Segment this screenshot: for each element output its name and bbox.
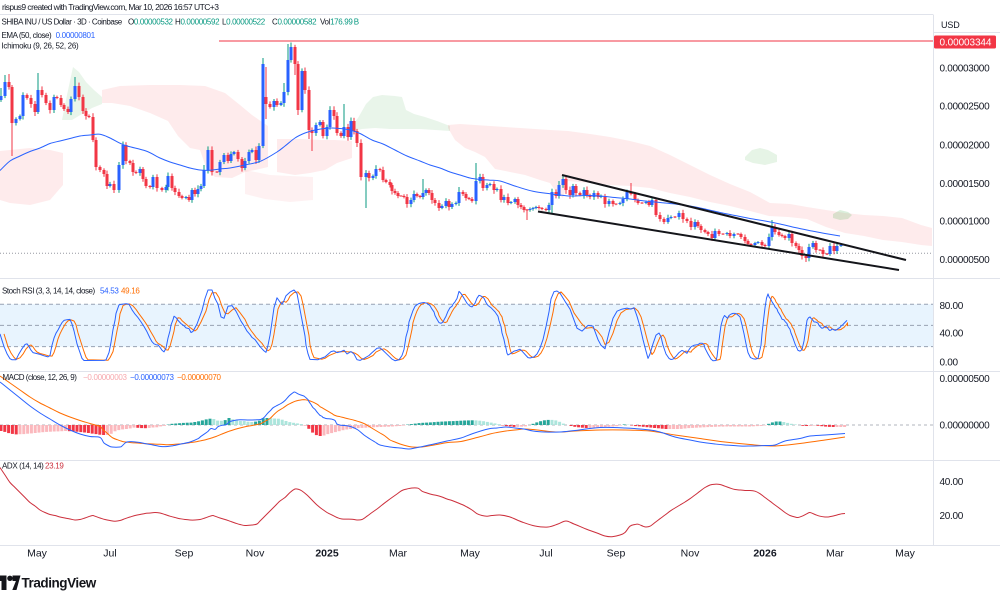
- svg-text:Jul: Jul: [103, 547, 116, 559]
- svg-text:MACD (close, 12, 26, 9): MACD (close, 12, 26, 9): [3, 373, 78, 382]
- svg-text:Sep: Sep: [175, 547, 194, 559]
- svg-text:49.16: 49.16: [121, 287, 140, 296]
- svg-text:−0.00000073: −0.00000073: [130, 373, 174, 382]
- svg-text:2025: 2025: [315, 547, 339, 559]
- svg-text:0.00000801: 0.00000801: [56, 31, 96, 40]
- svg-text:0.00000000: 0.00000000: [940, 421, 991, 432]
- svg-text:2026: 2026: [753, 547, 777, 559]
- svg-text:ADX (14, 14): ADX (14, 14): [2, 461, 44, 470]
- svg-text:May: May: [895, 547, 916, 559]
- svg-text:0.00000500: 0.00000500: [940, 374, 991, 385]
- svg-text:Ichimoku (9, 26, 52, 26): Ichimoku (9, 26, 52, 26): [2, 41, 79, 50]
- svg-text:O0.00000532: O0.00000532: [128, 17, 174, 26]
- svg-text:40.00: 40.00: [940, 477, 964, 488]
- svg-text:H0.00000592: H0.00000592: [175, 17, 220, 26]
- svg-text:0.00002500: 0.00002500: [940, 102, 991, 113]
- svg-text:0.00: 0.00: [940, 358, 959, 369]
- svg-text:TradingView: TradingView: [22, 576, 97, 591]
- svg-text:Nov: Nov: [246, 547, 265, 559]
- svg-text:Mar: Mar: [389, 547, 408, 559]
- svg-text:20.00: 20.00: [940, 511, 964, 522]
- svg-text:USD: USD: [941, 20, 960, 30]
- svg-text:L0.00000522: L0.00000522: [222, 17, 266, 26]
- svg-text:40.00: 40.00: [940, 329, 964, 340]
- svg-text:0.00002000: 0.00002000: [940, 141, 991, 152]
- svg-text:0.00000500: 0.00000500: [940, 255, 991, 266]
- svg-text:0.00001000: 0.00001000: [940, 217, 991, 228]
- svg-text:Nov: Nov: [681, 547, 700, 559]
- svg-text:23.19: 23.19: [45, 461, 64, 470]
- svg-text:Mar: Mar: [826, 547, 845, 559]
- svg-text:−0.00000003: −0.00000003: [83, 373, 127, 382]
- svg-text:Sep: Sep: [607, 547, 626, 559]
- svg-text:0.00003344: 0.00003344: [940, 38, 992, 49]
- svg-text:54.53: 54.53: [100, 287, 119, 296]
- svg-text:80.00: 80.00: [940, 301, 964, 312]
- svg-text:C0.00000582: C0.00000582: [272, 17, 317, 26]
- svg-text:Stoch RSI (3, 3, 14, 14, close: Stoch RSI (3, 3, 14, 14, close): [2, 287, 96, 296]
- svg-text:EMA (50, close): EMA (50, close): [2, 31, 53, 40]
- svg-text:SHIBA INU / US Dollar · 3D · C: SHIBA INU / US Dollar · 3D · Coinbase: [2, 17, 123, 26]
- svg-text:May: May: [460, 547, 481, 559]
- svg-text:Jul: Jul: [539, 547, 552, 559]
- svg-text:May: May: [27, 547, 48, 559]
- svg-text:Vol176.99 B: Vol176.99 B: [320, 17, 359, 26]
- svg-text:0.00003000: 0.00003000: [940, 64, 991, 75]
- svg-text:0.00001500: 0.00001500: [940, 179, 991, 190]
- svg-text:−0.00000070: −0.00000070: [177, 373, 221, 382]
- svg-text:rispus9 created with TradingVi: rispus9 created with TradingView.com, Ma…: [2, 2, 219, 12]
